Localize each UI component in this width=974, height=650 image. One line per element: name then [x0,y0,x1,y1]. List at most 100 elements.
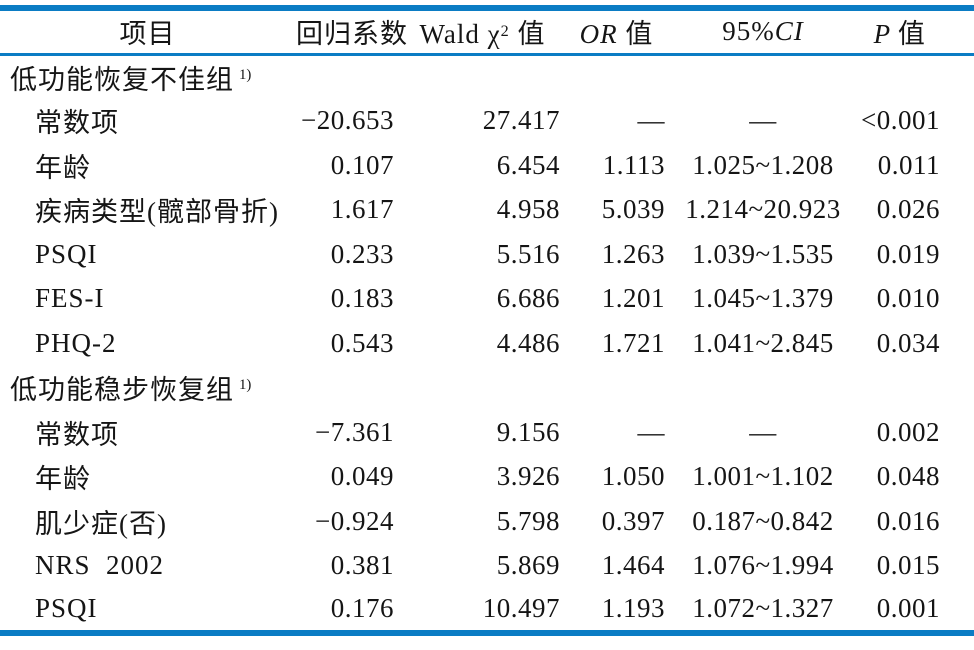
table-header-row: 项目 回归系数 Wald χ2 值 OR 值 95%CI P 值 [0,8,974,54]
col-header-or: OR 值 [565,8,668,54]
cell-ci: — [749,105,777,136]
wald-label-suffix: 值 [509,19,546,50]
cell-item: 常数项 [35,419,119,450]
cell-ci: 1.076~1.994 [692,550,834,581]
table-row-group: 低功能恢复不佳组 1) [0,54,974,99]
table-row: 年龄 0.049 3.926 1.050 1.001~1.102 0.048 [0,455,974,500]
cell-wald: 5.869 [496,550,560,581]
cell-item: PSQI [35,593,98,624]
cell-or: — [637,105,665,136]
table-row: 肌少症(否) −0.924 5.798 0.397 0.187~0.842 0.… [0,499,974,544]
cell-wald: 6.454 [496,149,560,180]
cell-p: 0.034 [876,327,940,358]
cell-p: 0.048 [876,461,940,492]
cell-or: 1.113 [602,149,665,180]
cell-wald: 6.686 [496,283,560,314]
cell-wald: 4.486 [496,327,560,358]
cell-wald: 3.926 [496,461,560,492]
cell-item: PSQI [35,238,98,269]
cell-coefficient: −0.924 [315,505,394,536]
cell-or: 1.050 [601,461,665,492]
cell-p: <0.001 [861,105,940,136]
cell-or: 1.464 [601,550,665,581]
col-header-95ci: 95%CI [668,8,858,54]
table-row: 常数项 −7.361 9.156 — — 0.002 [0,410,974,455]
cell-or: 1.193 [601,593,665,624]
table-row: 疾病类型(髋部骨折) 1.617 4.958 5.039 1.214~20.92… [0,188,974,233]
cell-or: — [637,416,665,447]
cell-coefficient: 1.617 [330,194,394,225]
group-name: 低功能恢复不佳组 [10,64,234,95]
cell-p: 0.011 [877,149,940,180]
p-label-suffix: 值 [890,19,926,50]
or-label-italic: OR [579,19,618,50]
table-row: 常数项 −20.653 27.417 — — <0.001 [0,99,974,144]
footnote-marker: 1) [239,377,252,394]
cell-or: 1.201 [601,283,665,314]
ci-label-italic: CI [774,16,804,47]
cell-item: 疾病类型(髋部骨折) [35,197,279,228]
cell-or: 0.397 [601,505,665,536]
cell-wald: 9.156 [496,416,560,447]
wald-superscript: 2 [500,21,510,40]
table-row: 年龄 0.107 6.454 1.113 1.025~1.208 0.011 [0,143,974,188]
cell-item: 肌少症(否) [35,508,167,539]
cell-item: 常数项 [35,108,119,139]
cell-p: 0.016 [876,505,940,536]
regression-results-table: 项目 回归系数 Wald χ2 值 OR 值 95%CI P 值 低功能恢复不佳… [0,5,974,636]
cell-wald: 27.417 [482,105,560,136]
cell-p: 0.001 [876,593,940,624]
cell-coefficient: 0.183 [330,283,394,314]
table-row: FES-I 0.183 6.686 1.201 1.045~1.379 0.01… [0,277,974,322]
p-label-italic: P [873,19,891,50]
cell-ci: 1.045~1.379 [692,283,834,314]
table-row-group: 低功能稳步恢复组 1) [0,366,974,411]
cell-coefficient: −7.361 [315,416,394,447]
cell-ci: 1.025~1.208 [692,149,834,180]
cell-wald: 10.497 [482,593,560,624]
table-row: PSQI 0.176 10.497 1.193 1.072~1.327 0.00… [0,588,974,633]
footnote-marker: 1) [239,66,252,83]
col-header-item: 项目 [119,19,176,50]
cell-coefficient: −20.653 [301,105,394,136]
cell-ci: 0.187~0.842 [692,505,834,536]
cell-p: 0.002 [876,416,940,447]
group-name: 低功能稳步恢复组 [10,375,234,406]
cell-p: 0.019 [876,238,940,269]
cell-coefficient: 0.543 [330,327,394,358]
cell-item: 年龄 [35,152,91,183]
cell-ci: 1.001~1.102 [692,461,834,492]
group-header-cell: 低功能稳步恢复组 1) [0,366,974,411]
cell-item: FES-I [35,283,105,314]
cell-item: PHQ-2 [35,327,117,358]
cell-coefficient: 0.176 [330,593,394,624]
cell-or: 5.039 [601,194,665,225]
col-header-wald-chi-square: Wald χ2 值 [400,8,565,54]
cell-p: 0.026 [876,194,940,225]
cell-p: 0.010 [876,283,940,314]
table-row: PSQI 0.233 5.516 1.263 1.039~1.535 0.019 [0,232,974,277]
ci-label-prefix: 95% [722,16,775,47]
cell-ci: 1.041~2.845 [692,327,834,358]
cell-wald: 5.798 [496,505,560,536]
cell-or: 1.263 [601,238,665,269]
cell-coefficient: 0.107 [330,149,394,180]
cell-coefficient: 0.381 [330,550,394,581]
cell-item: 年龄 [35,464,91,495]
table-row: PHQ-2 0.543 4.486 1.721 1.041~2.845 0.03… [0,321,974,366]
cell-ci: — [749,416,777,447]
cell-p: 0.015 [876,550,940,581]
cell-coefficient: 0.233 [330,238,394,269]
or-label-suffix: 值 [617,19,654,50]
cell-or: 1.721 [601,327,665,358]
col-header-coefficient: 回归系数 [296,19,408,50]
table-row: NRS 2002 0.381 5.869 1.464 1.076~1.994 0… [0,544,974,589]
cell-ci: 1.039~1.535 [692,238,834,269]
cell-ci: 1.072~1.327 [692,593,834,624]
cell-coefficient: 0.049 [330,461,394,492]
cell-ci: 1.214~20.923 [685,194,841,225]
col-header-p-value: P 值 [858,8,974,54]
cell-wald: 5.516 [496,238,560,269]
cell-item: NRS 2002 [35,550,165,581]
wald-label-prefix: Wald χ [419,19,501,50]
